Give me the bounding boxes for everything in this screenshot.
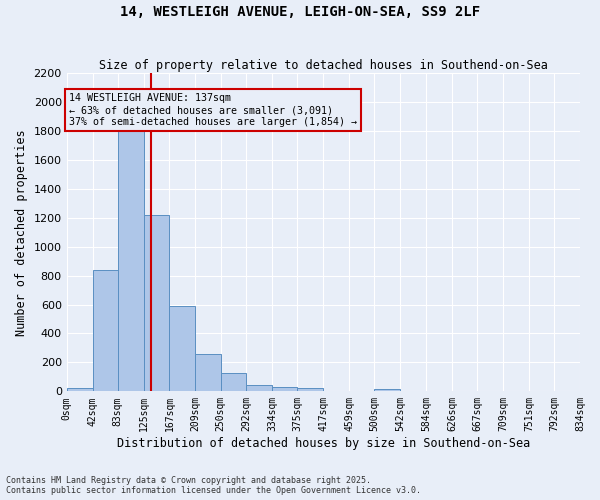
Bar	[221, 372, 247, 392]
Text: Contains HM Land Registry data © Crown copyright and database right 2025.
Contai: Contains HM Land Registry data © Crown c…	[6, 476, 421, 495]
Bar	[298, 388, 323, 392]
Bar	[169, 306, 196, 392]
Bar	[67, 388, 92, 392]
Title: Size of property relative to detached houses in Southend-on-Sea: Size of property relative to detached ho…	[99, 59, 548, 72]
Bar	[247, 385, 272, 392]
Bar	[272, 387, 298, 392]
Bar	[118, 128, 143, 392]
Text: 14 WESTLEIGH AVENUE: 137sqm
← 63% of detached houses are smaller (3,091)
37% of : 14 WESTLEIGH AVENUE: 137sqm ← 63% of det…	[69, 94, 357, 126]
Bar	[143, 215, 169, 392]
Bar	[196, 354, 221, 392]
Y-axis label: Number of detached properties: Number of detached properties	[15, 129, 28, 336]
X-axis label: Distribution of detached houses by size in Southend-on-Sea: Distribution of detached houses by size …	[117, 437, 530, 450]
Text: 14, WESTLEIGH AVENUE, LEIGH-ON-SEA, SS9 2LF: 14, WESTLEIGH AVENUE, LEIGH-ON-SEA, SS9 …	[120, 5, 480, 19]
Bar	[374, 389, 400, 392]
Bar	[92, 270, 118, 392]
